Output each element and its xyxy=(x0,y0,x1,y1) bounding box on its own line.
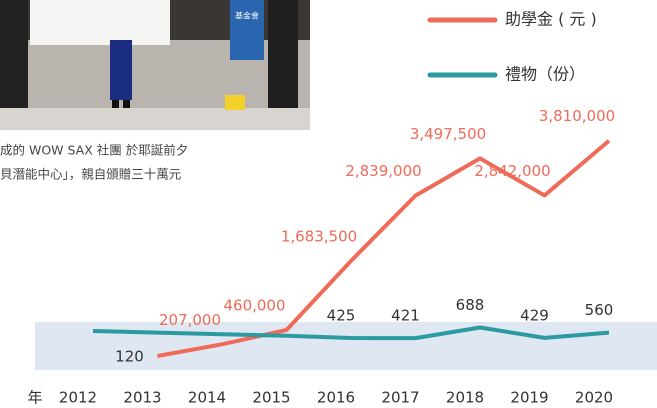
x-tick-label: 2014 xyxy=(188,389,226,407)
data-label: 207,000 xyxy=(159,311,221,329)
data-label: 425 xyxy=(327,307,356,325)
x-tick-label: 2017 xyxy=(381,389,419,407)
data-label: 460,000 xyxy=(223,297,285,315)
x-tick-label: 2016 xyxy=(317,389,355,407)
legend-label: 助學金 ( 元 ) xyxy=(505,10,597,29)
legend-label: 禮物（份） xyxy=(505,65,585,84)
data-label: 120 xyxy=(115,347,144,365)
x-tick-label: 2015 xyxy=(252,389,290,407)
photo-text: 基金會 xyxy=(235,11,259,21)
data-label: 3,497,500 xyxy=(410,125,486,143)
page: 基金會 成的 WOW SAX 社團 於耶誕前夕 貝潛能中心」，親自頒贈三十萬元 … xyxy=(0,0,657,408)
x-tick-label: 2013 xyxy=(123,389,161,407)
caption-line: 成的 WOW SAX 社團 於耶誕前夕 xyxy=(0,143,188,158)
x-tick-label: 2018 xyxy=(446,389,484,407)
caption-line: 貝潛能中心」，親自頒贈三十萬元 xyxy=(0,167,181,182)
x-tick-label: 2020 xyxy=(575,389,613,407)
data-label: 2,839,000 xyxy=(345,162,421,180)
photo: 基金會 xyxy=(0,0,310,130)
data-label: 2,842,000 xyxy=(474,162,550,180)
x-axis-label: 年 xyxy=(27,389,42,407)
data-label: 560 xyxy=(585,301,614,319)
data-label: 688 xyxy=(456,296,485,314)
data-label: 1,683,500 xyxy=(281,227,357,245)
x-tick-label: 2012 xyxy=(59,389,97,407)
data-label: 429 xyxy=(520,306,549,324)
data-label: 421 xyxy=(391,307,420,325)
x-tick-label: 2019 xyxy=(510,389,548,407)
data-label: 3,810,000 xyxy=(539,107,615,125)
